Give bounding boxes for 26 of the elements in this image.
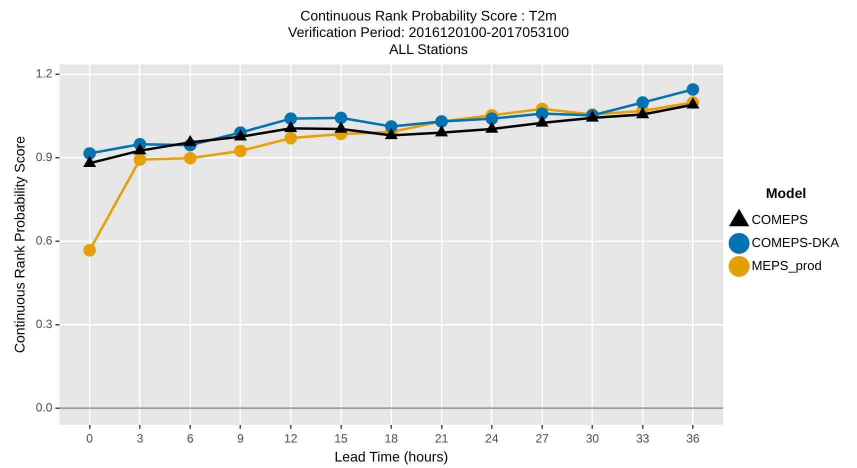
x-tick-label: 33: [636, 431, 650, 446]
x-tick-label: 15: [334, 431, 348, 446]
x-tick-label: 24: [485, 431, 499, 446]
x-tick-label: 3: [136, 431, 144, 446]
y-tick-label: 0.3: [36, 316, 53, 331]
y-tick-label: 0.0: [36, 400, 53, 414]
x-tick-label: 6: [186, 431, 194, 446]
x-tick-label: 36: [686, 431, 700, 446]
x-tick-label: 12: [284, 431, 298, 446]
legend-label: COMEPS: [752, 212, 808, 227]
chart-title: Continuous Rank Probability Score : T2m: [300, 7, 557, 24]
y-tick-label: 1.2: [36, 66, 53, 80]
y-axis-title: Continuous Rank Probability Score: [11, 136, 28, 354]
x-tick-label: 18: [384, 431, 398, 446]
x-tick-label: 0: [86, 431, 94, 446]
x-tick-label: 30: [586, 431, 600, 446]
legend-label: MEPS_prod: [752, 258, 822, 273]
x-tick-label: 21: [434, 431, 449, 446]
x-axis-title: Lead Time (hours): [334, 448, 448, 464]
x-tick-label: 9: [237, 431, 244, 446]
chart-subtitle: Verification Period: 2016120100-2017053100 ALL Stations: [288, 24, 570, 57]
x-tick-label: 27: [535, 431, 550, 446]
legend-title: Model: [766, 184, 806, 201]
y-tick-label: 0.6: [36, 233, 53, 248]
legend-label: COMEPS-DKA: [752, 234, 840, 250]
y-tick-label: 0.9: [36, 150, 53, 164]
